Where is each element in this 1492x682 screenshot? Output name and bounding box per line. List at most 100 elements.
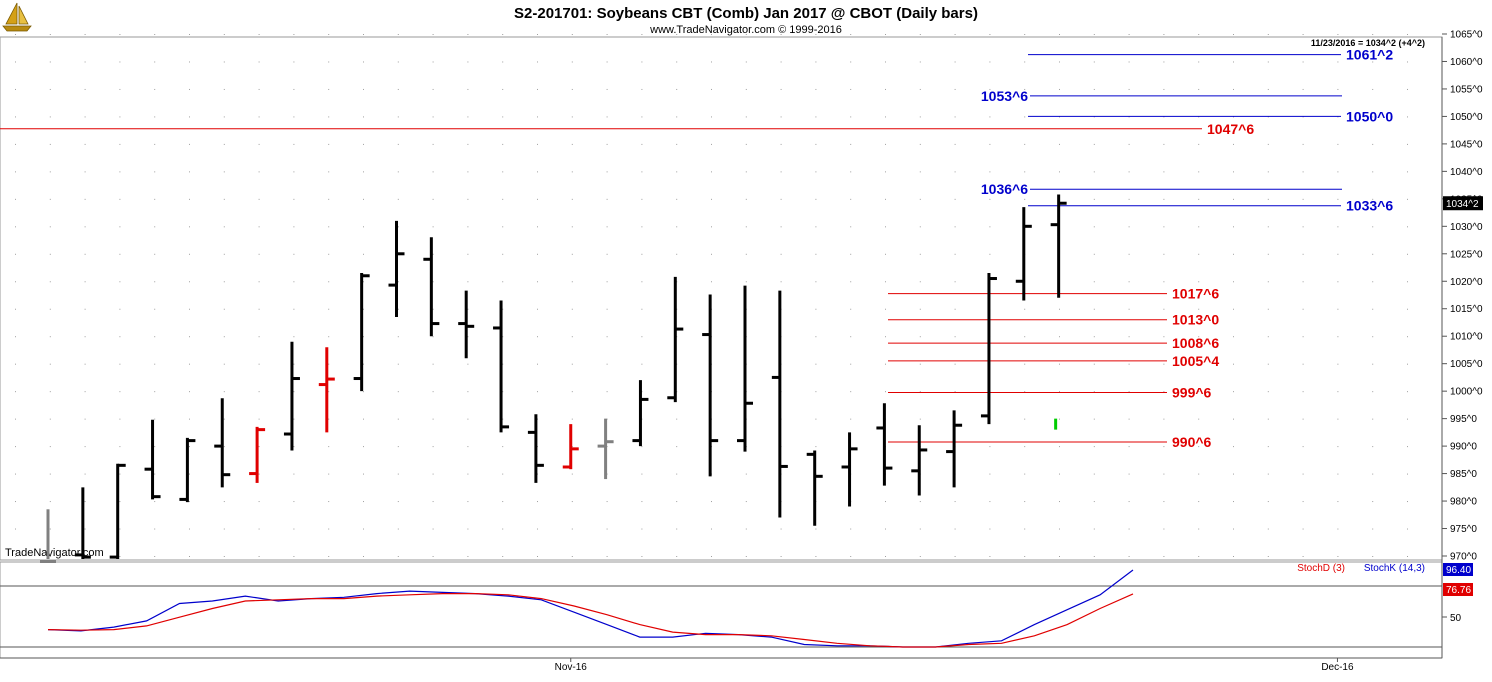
stochd-value: 76.76	[1446, 585, 1471, 596]
grid-dot	[1267, 226, 1269, 228]
grid-dot	[676, 556, 678, 557]
grid-dot	[919, 253, 921, 255]
grid-dot	[1407, 143, 1408, 145]
grid-dot	[15, 116, 16, 118]
grid-dot	[1233, 501, 1234, 503]
grid-dot	[1163, 473, 1165, 475]
grid-dot	[432, 418, 434, 420]
grid-dot	[258, 253, 260, 255]
grid-dot	[1372, 556, 1374, 557]
x-tick-label: Dec-16	[1321, 662, 1354, 673]
grid-dot	[223, 556, 225, 557]
grid-dot	[363, 308, 364, 310]
grid-dot	[1024, 116, 1026, 118]
grid-dot	[119, 34, 121, 35]
grid-dot	[293, 198, 295, 200]
grid-dot	[919, 171, 921, 173]
level-label: 1036^6	[981, 181, 1028, 197]
grid-dot	[223, 501, 225, 503]
grid-dot	[397, 418, 399, 420]
grid-dot	[293, 418, 295, 420]
grid-dot	[954, 363, 956, 365]
grid-dot	[919, 391, 921, 393]
grid-dot	[189, 308, 190, 310]
grid-dot	[1302, 336, 1304, 338]
grid-dot	[1128, 446, 1130, 448]
grid-dot	[119, 501, 121, 503]
level-label: 1061^2	[1346, 47, 1393, 63]
grid-dot	[189, 363, 190, 365]
grid-dot	[676, 226, 678, 228]
grid-dot	[1302, 61, 1304, 63]
grid-dot	[1233, 226, 1234, 228]
grid-dot	[432, 336, 434, 338]
grid-dot	[641, 336, 643, 338]
grid-dot	[1302, 198, 1304, 200]
grid-dot	[258, 88, 260, 90]
level-label: 1013^0	[1172, 312, 1219, 328]
grid-dot	[189, 418, 190, 420]
grid-dot	[919, 198, 921, 200]
grid-dot	[571, 473, 573, 475]
grid-dot	[1163, 88, 1165, 90]
grid-dot	[1233, 528, 1234, 530]
grid-dot	[258, 418, 260, 420]
grid-dot	[84, 281, 86, 283]
grid-dot	[502, 501, 504, 503]
grid-dot	[1407, 308, 1408, 310]
grid-dot	[258, 281, 260, 283]
grid-dot	[223, 281, 225, 283]
grid-dot	[919, 418, 921, 420]
grid-dot	[954, 501, 956, 503]
grid-dot	[1302, 308, 1304, 310]
grid-dot	[1372, 281, 1374, 283]
grid-dot	[1372, 528, 1374, 530]
grid-dot	[780, 253, 782, 255]
grid-dot	[1372, 116, 1374, 118]
grid-dot	[154, 528, 156, 530]
grid-dot	[815, 61, 817, 63]
grid-dot	[954, 34, 956, 35]
y-tick-label: 1030^0	[1450, 222, 1483, 233]
grid-dot	[49, 34, 51, 35]
grid-dot	[49, 116, 51, 118]
grid-dot	[780, 556, 782, 557]
grid-dot	[15, 501, 16, 503]
grid-dot	[676, 34, 678, 35]
grid-dot	[1093, 281, 1095, 283]
grid-dot	[223, 253, 225, 255]
grid-dot	[1059, 528, 1060, 530]
grid-dot	[1059, 336, 1060, 338]
grid-dot	[954, 336, 956, 338]
grid-dot	[1163, 501, 1165, 503]
grid-dot	[502, 363, 504, 365]
grid-dot	[571, 171, 573, 173]
grid-dot	[1407, 281, 1408, 283]
grid-dot	[919, 34, 921, 35]
grid-dot	[815, 253, 817, 255]
grid-dot	[15, 198, 16, 200]
grid-dot	[119, 528, 121, 530]
grid-dot	[502, 61, 504, 63]
grid-dot	[154, 336, 156, 338]
grid-dot	[919, 501, 921, 503]
grid-dot	[1093, 473, 1095, 475]
grid-dot	[780, 171, 782, 173]
grid-dot	[397, 88, 399, 90]
grid-dot	[711, 226, 712, 228]
grid-dot	[606, 501, 608, 503]
grid-dot	[571, 336, 573, 338]
grid-dot	[15, 61, 16, 63]
grid-dot	[1407, 171, 1408, 173]
grid-dot	[293, 336, 295, 338]
grid-dot	[1163, 446, 1165, 448]
grid-dot	[432, 501, 434, 503]
grid-dot	[502, 281, 504, 283]
grid-dot	[1128, 473, 1130, 475]
grid-dot	[571, 61, 573, 63]
grid-dot	[432, 528, 434, 530]
grid-dot	[84, 253, 86, 255]
grid-dot	[1059, 363, 1060, 365]
grid-dot	[606, 88, 608, 90]
grid-dot	[154, 308, 156, 310]
